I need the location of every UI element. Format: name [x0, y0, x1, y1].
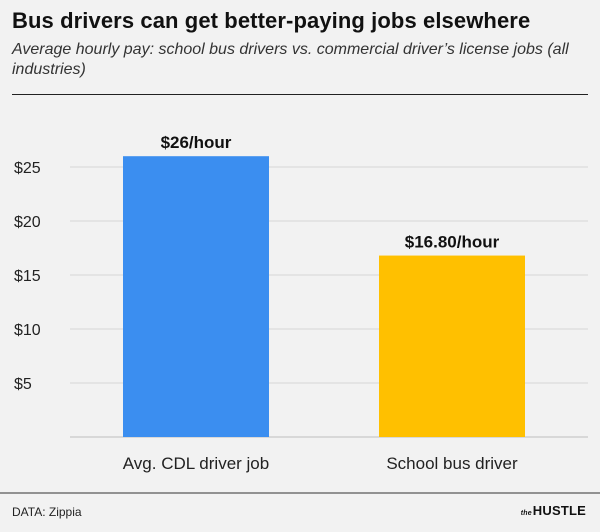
y-tick-label: $25	[14, 160, 41, 177]
brand-logo: theHUSTLE	[520, 503, 586, 518]
bar	[379, 255, 525, 437]
y-tick-label: $10	[14, 322, 41, 339]
bar	[123, 156, 269, 437]
x-category-label: Avg. CDL driver job	[123, 454, 269, 473]
y-tick-label: $5	[14, 376, 32, 393]
x-category-label: School bus driver	[386, 454, 518, 473]
data-label: $26/hour	[161, 133, 232, 152]
title-divider	[12, 94, 588, 95]
data-source: DATA: Zippia	[12, 505, 82, 519]
chart-subtitle: Average hourly pay: school bus drivers v…	[12, 41, 569, 78]
y-tick-label: $15	[14, 268, 41, 285]
y-tick-label: $20	[14, 214, 41, 231]
data-label: $16.80/hour	[405, 233, 500, 252]
chart-title: Bus drivers can get better-paying jobs e…	[12, 8, 531, 33]
